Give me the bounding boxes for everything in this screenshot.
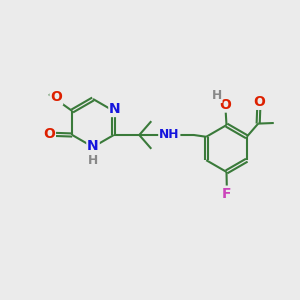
Text: O: O (50, 91, 62, 104)
Text: H: H (212, 89, 222, 102)
Text: N: N (109, 102, 121, 116)
Text: O: O (220, 98, 232, 112)
Text: O: O (43, 127, 55, 141)
Text: N: N (87, 139, 99, 153)
Text: F: F (222, 187, 232, 200)
Text: NH: NH (159, 128, 179, 141)
Text: O: O (253, 95, 265, 109)
Text: H: H (88, 154, 98, 167)
